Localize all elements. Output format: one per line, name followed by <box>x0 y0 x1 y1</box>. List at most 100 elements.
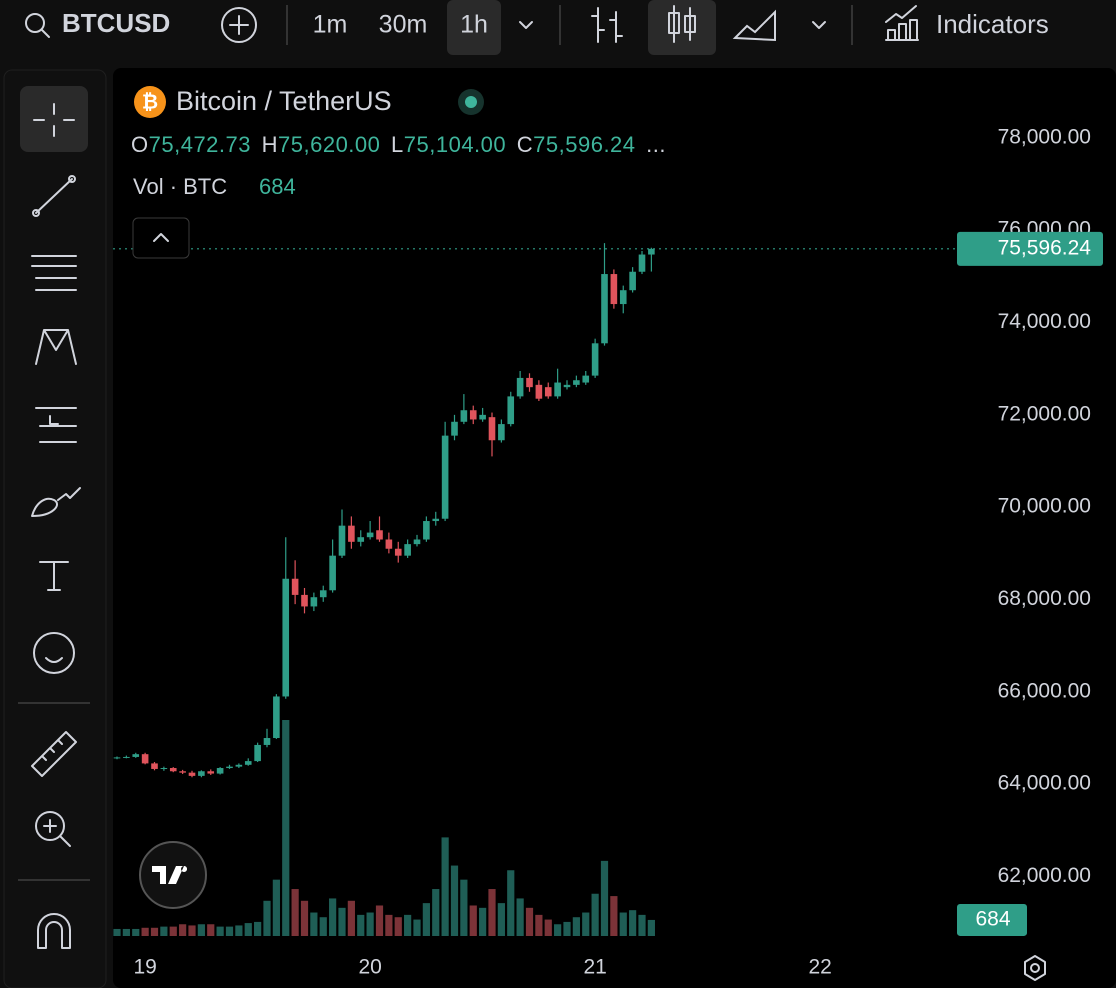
indicators[interactable]: Indicators <box>936 9 1049 39</box>
search-icon[interactable] <box>25 13 45 33</box>
candle-body <box>526 377 533 388</box>
volume-bar <box>113 928 121 936</box>
candle-body <box>376 530 383 540</box>
ruler-tool[interactable] <box>31 731 77 777</box>
bars-icon[interactable] <box>591 7 623 43</box>
candle-body <box>141 754 149 764</box>
candle-body <box>319 590 327 598</box>
lines-tool[interactable] <box>31 255 77 291</box>
candle-body <box>348 525 355 542</box>
ohlc-key: L <box>391 132 404 157</box>
plot: 62,000.00 64,000.00 66,000.00 68,000.00 70,0… <box>113 125 1103 979</box>
volume-tag-label: 684 <box>975 907 1010 930</box>
candle-body <box>563 384 571 388</box>
crosshair-tool[interactable] <box>33 103 75 137</box>
volume-bar <box>235 925 243 936</box>
volume-bar <box>310 912 318 936</box>
active-tool <box>20 86 88 152</box>
more[interactable]: ... <box>646 132 666 157</box>
volume-bar <box>600 860 609 936</box>
interval[interactable]: 30m <box>379 11 428 39</box>
price-tag <box>957 231 1103 266</box>
y-tick-label: 62,000.00 <box>998 864 1091 887</box>
candle-body <box>244 761 252 765</box>
candle-body <box>366 532 374 538</box>
emoji-tool[interactable] <box>33 632 75 674</box>
candle-body <box>169 768 177 772</box>
ohlc: O75,472.73 H75,620.00 L75,104.00 C75,596… <box>131 132 666 157</box>
candle-body <box>432 518 440 522</box>
brush-tool[interactable] <box>31 487 81 517</box>
x-tick-label: 20 <box>358 956 381 979</box>
settings[interactable] <box>1024 955 1046 981</box>
interval[interactable]: 1m <box>313 11 348 39</box>
magnet-tool[interactable] <box>37 913 71 949</box>
text-tool[interactable] <box>39 561 69 591</box>
fib-tool[interactable] <box>35 407 77 443</box>
drawing-tools <box>18 86 90 949</box>
volume-bar <box>132 928 140 936</box>
trend-line-tool[interactable] <box>35 178 73 214</box>
chart-type-dropdown[interactable] <box>812 21 826 29</box>
interval[interactable]: 1h <box>460 11 488 39</box>
candle-body <box>179 771 186 773</box>
candle-body <box>629 271 636 291</box>
candle-body <box>132 754 140 757</box>
pattern-tool[interactable] <box>35 329 77 365</box>
candle-body <box>198 771 205 776</box>
area-icon[interactable] <box>732 9 776 42</box>
volume-bar <box>272 879 280 936</box>
y-tick-label: 74,000.00 <box>998 310 1091 333</box>
candles-icon[interactable] <box>668 12 680 34</box>
volume-bar <box>141 927 149 936</box>
candle-body <box>329 555 336 591</box>
volume-bar <box>225 926 234 936</box>
volume-bar <box>188 925 196 936</box>
coin-glyph: ₿ <box>142 91 158 113</box>
add-symbol[interactable] <box>221 7 257 43</box>
volume-bar <box>300 900 309 936</box>
volume-bar <box>160 926 168 936</box>
left-toolbar <box>3 69 107 988</box>
ohlc-value: 75,104.00 <box>404 132 506 157</box>
volume-bar <box>497 903 505 936</box>
volume-bar <box>647 919 655 936</box>
volume-bar <box>366 912 374 936</box>
volume-tag <box>957 903 1027 936</box>
collapse-button[interactable] <box>132 217 190 259</box>
active-chart-type <box>648 0 716 55</box>
volume-bar <box>619 912 627 936</box>
volume-bar <box>591 893 599 936</box>
indicators-icon[interactable] <box>885 5 919 41</box>
volume-bar <box>460 879 468 936</box>
volume-bar <box>282 720 290 936</box>
emoji-icon <box>45 657 63 663</box>
tv-logo-mark <box>152 866 188 884</box>
candle-body <box>123 756 130 758</box>
candle-body <box>310 597 318 607</box>
volume-bar <box>179 924 187 936</box>
volume-bar <box>329 898 337 936</box>
active-interval <box>447 0 501 55</box>
zoom-tool[interactable] <box>35 811 65 841</box>
interval-dropdown[interactable] <box>519 21 533 29</box>
candle-body <box>610 274 618 305</box>
candle-body <box>573 380 580 385</box>
chart-panel <box>113 68 1116 988</box>
volume-bar <box>563 921 571 936</box>
candle-body <box>404 544 411 556</box>
symbol[interactable]: BTCUSD <box>62 8 170 38</box>
candle-body <box>235 764 243 767</box>
candle-body <box>498 424 505 441</box>
candle-body <box>394 548 402 556</box>
volume-bar <box>441 837 449 936</box>
volume-bar <box>525 907 534 936</box>
candle-body <box>423 521 430 540</box>
symbol-name[interactable]: Bitcoin / TetherUS <box>176 86 392 116</box>
ohlc-value: 75,596.24 <box>533 132 635 157</box>
y-tick-label: 72,000.00 <box>998 402 1091 425</box>
y-tick-label: 78,000.00 <box>998 125 1091 148</box>
volume-bar <box>319 917 327 936</box>
y-tick-label: 70,000.00 <box>998 495 1091 518</box>
